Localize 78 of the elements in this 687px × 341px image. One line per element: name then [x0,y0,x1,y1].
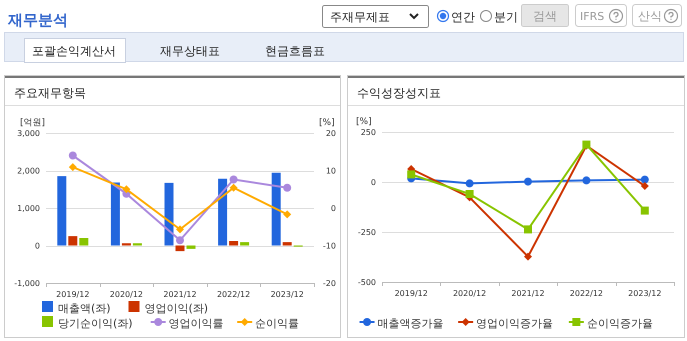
legend-label: 순이익률 [255,317,300,330]
point [230,184,238,192]
text: 산식 [638,9,662,23]
bar [218,178,228,246]
bar [176,246,184,252]
y2-tick-label: 20 [326,129,336,138]
bar [79,238,88,246]
bar [272,172,281,246]
point [466,190,474,198]
legend-label: 순이익증가율 [586,317,653,330]
text: 분기 [494,10,518,24]
text: 주재무제표 [330,10,390,24]
x-tick-label: 2019/12 [394,289,428,298]
x-tick-label: 2022/12 [570,289,604,298]
chart-title: 수익성장성지표 [357,86,441,100]
point [524,252,532,261]
point [640,206,649,215]
point [68,152,77,160]
point [283,184,292,192]
y-tick-label: 0 [34,242,40,250]
x-tick-label: 2023/12 [628,289,662,298]
bar [229,241,238,246]
bar [186,246,196,249]
chart-title: 주요재무항목 [14,86,86,100]
x-tick-label: 2023/12 [270,290,304,299]
legend-label: 매출액(좌) [58,302,111,315]
x-tick-label: 2022/12 [216,290,250,299]
bar [282,242,292,246]
point [122,185,130,194]
y-tick-label: -500 [358,278,376,287]
text: 현금흐름표 [265,44,325,58]
y-tick-label: 3,000 [17,129,40,138]
y-tick-label: -250 [358,228,376,237]
y2-tick-label: 10 [326,166,336,176]
legend-label: 영업이익률 [168,317,224,330]
point [466,179,474,188]
y-tick-label: 1,000 [17,204,40,213]
y-axis-title: [억원] [20,118,46,128]
bar [57,176,66,246]
x-tick-label: 2019/12 [56,290,90,299]
text: 재무분석 [7,11,68,29]
legend-label: 영업이익(좌) [144,302,208,315]
bar [164,182,174,246]
point [582,176,590,184]
bar [110,182,120,246]
y-tick-label: 250 [360,128,376,137]
y-tick-label: 2,000 [17,166,40,176]
x-tick-label: 2020/12 [452,289,486,298]
point [524,225,532,234]
y2-tick-label: -20 [322,279,336,288]
point [524,178,532,186]
y2-tick-label: 0 [330,204,336,213]
bar [68,236,78,246]
point [230,176,238,184]
text: 검색 [533,9,557,23]
legend-label: 영업이익증가율 [476,317,554,330]
text: 연간 [451,10,475,24]
point [176,236,184,244]
y-axis-title: [%] [356,117,372,127]
legend-label: 매출액증가율 [378,317,444,330]
point [407,170,416,178]
x-tick-label: 2021/12 [511,289,545,298]
point [68,163,77,172]
point [176,225,184,234]
point [640,182,649,190]
point [640,176,649,184]
legend-label: 당기순이익(좌) [58,317,133,330]
x-tick-label: 2020/12 [110,290,144,299]
y2-tick-label: -10 [322,242,336,250]
text: 포괄손익계산서 [32,44,116,58]
x-tick-label: 2021/12 [163,290,197,299]
text: IFRS [580,10,604,23]
point [283,210,292,218]
bar [240,242,250,246]
y-tick-label: 0 [370,178,376,187]
y2-axis-title: [%] [319,118,335,128]
y-tick-label: -1,000 [14,279,40,288]
text: 재무상태표 [160,44,220,58]
